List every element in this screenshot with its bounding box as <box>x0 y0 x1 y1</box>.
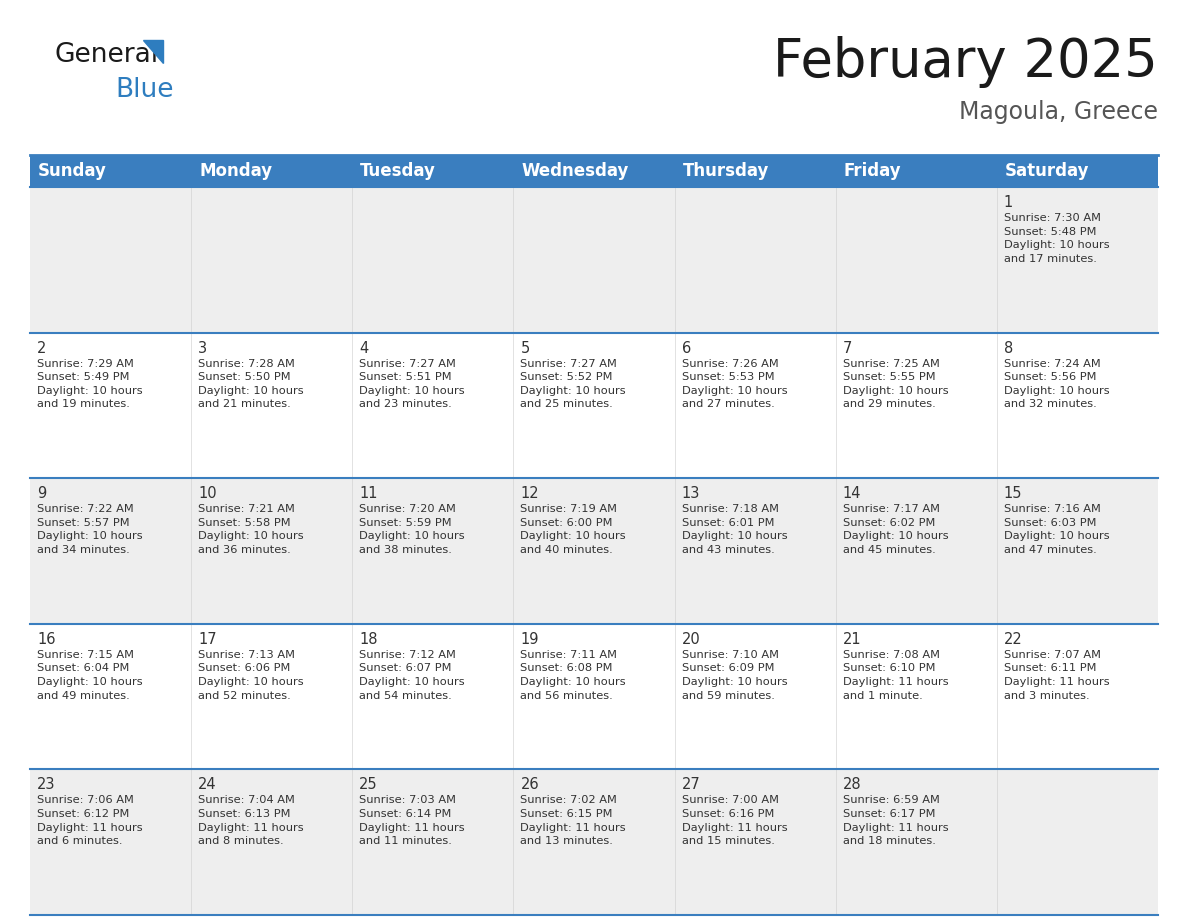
Text: Monday: Monday <box>200 162 272 180</box>
Text: 8: 8 <box>1004 341 1013 355</box>
Text: 4: 4 <box>359 341 368 355</box>
Text: Magoula, Greece: Magoula, Greece <box>959 100 1158 124</box>
Text: 10: 10 <box>198 487 216 501</box>
Text: Sunrise: 7:00 AM
Sunset: 6:16 PM
Daylight: 11 hours
and 15 minutes.: Sunrise: 7:00 AM Sunset: 6:16 PM Dayligh… <box>682 795 788 846</box>
Text: 24: 24 <box>198 778 216 792</box>
Text: Sunrise: 7:27 AM
Sunset: 5:52 PM
Daylight: 10 hours
and 25 minutes.: Sunrise: 7:27 AM Sunset: 5:52 PM Dayligh… <box>520 359 626 409</box>
Text: Sunrise: 7:04 AM
Sunset: 6:13 PM
Daylight: 11 hours
and 8 minutes.: Sunrise: 7:04 AM Sunset: 6:13 PM Dayligh… <box>198 795 304 846</box>
Text: Sunrise: 7:20 AM
Sunset: 5:59 PM
Daylight: 10 hours
and 38 minutes.: Sunrise: 7:20 AM Sunset: 5:59 PM Dayligh… <box>359 504 465 555</box>
Text: 26: 26 <box>520 778 539 792</box>
Text: Saturday: Saturday <box>1005 162 1089 180</box>
Text: Sunrise: 7:15 AM
Sunset: 6:04 PM
Daylight: 10 hours
and 49 minutes.: Sunrise: 7:15 AM Sunset: 6:04 PM Dayligh… <box>37 650 143 700</box>
Text: Sunrise: 7:18 AM
Sunset: 6:01 PM
Daylight: 10 hours
and 43 minutes.: Sunrise: 7:18 AM Sunset: 6:01 PM Dayligh… <box>682 504 788 555</box>
Text: Sunrise: 7:25 AM
Sunset: 5:55 PM
Daylight: 10 hours
and 29 minutes.: Sunrise: 7:25 AM Sunset: 5:55 PM Dayligh… <box>842 359 948 409</box>
Text: Sunrise: 7:10 AM
Sunset: 6:09 PM
Daylight: 10 hours
and 59 minutes.: Sunrise: 7:10 AM Sunset: 6:09 PM Dayligh… <box>682 650 788 700</box>
Text: 15: 15 <box>1004 487 1023 501</box>
Text: Sunrise: 7:02 AM
Sunset: 6:15 PM
Daylight: 11 hours
and 13 minutes.: Sunrise: 7:02 AM Sunset: 6:15 PM Dayligh… <box>520 795 626 846</box>
Polygon shape <box>143 40 163 63</box>
Text: General: General <box>55 42 159 68</box>
Text: 20: 20 <box>682 632 700 647</box>
Text: 14: 14 <box>842 487 861 501</box>
Text: 7: 7 <box>842 341 852 355</box>
Text: Sunrise: 7:16 AM
Sunset: 6:03 PM
Daylight: 10 hours
and 47 minutes.: Sunrise: 7:16 AM Sunset: 6:03 PM Dayligh… <box>1004 504 1110 555</box>
Text: 12: 12 <box>520 487 539 501</box>
Text: 25: 25 <box>359 778 378 792</box>
Text: 19: 19 <box>520 632 539 647</box>
Text: Sunday: Sunday <box>38 162 107 180</box>
Text: 3: 3 <box>198 341 207 355</box>
Text: Tuesday: Tuesday <box>360 162 436 180</box>
Text: 18: 18 <box>359 632 378 647</box>
Bar <box>30 624 1158 769</box>
Text: Sunrise: 7:22 AM
Sunset: 5:57 PM
Daylight: 10 hours
and 34 minutes.: Sunrise: 7:22 AM Sunset: 5:57 PM Dayligh… <box>37 504 143 555</box>
Text: 17: 17 <box>198 632 216 647</box>
Text: Sunrise: 7:07 AM
Sunset: 6:11 PM
Daylight: 11 hours
and 3 minutes.: Sunrise: 7:07 AM Sunset: 6:11 PM Dayligh… <box>1004 650 1110 700</box>
Bar <box>30 478 1158 624</box>
Text: 1: 1 <box>1004 195 1013 210</box>
Text: Sunrise: 7:13 AM
Sunset: 6:06 PM
Daylight: 10 hours
and 52 minutes.: Sunrise: 7:13 AM Sunset: 6:06 PM Dayligh… <box>198 650 304 700</box>
Text: Sunrise: 7:03 AM
Sunset: 6:14 PM
Daylight: 11 hours
and 11 minutes.: Sunrise: 7:03 AM Sunset: 6:14 PM Dayligh… <box>359 795 465 846</box>
Bar <box>30 332 1158 478</box>
Bar <box>30 155 1158 187</box>
Text: Wednesday: Wednesday <box>522 162 628 180</box>
Text: 9: 9 <box>37 487 46 501</box>
Text: Sunrise: 7:29 AM
Sunset: 5:49 PM
Daylight: 10 hours
and 19 minutes.: Sunrise: 7:29 AM Sunset: 5:49 PM Dayligh… <box>37 359 143 409</box>
Text: 16: 16 <box>37 632 56 647</box>
Text: Sunrise: 7:11 AM
Sunset: 6:08 PM
Daylight: 10 hours
and 56 minutes.: Sunrise: 7:11 AM Sunset: 6:08 PM Dayligh… <box>520 650 626 700</box>
Text: 23: 23 <box>37 778 56 792</box>
Text: 21: 21 <box>842 632 861 647</box>
Text: Sunrise: 7:19 AM
Sunset: 6:00 PM
Daylight: 10 hours
and 40 minutes.: Sunrise: 7:19 AM Sunset: 6:00 PM Dayligh… <box>520 504 626 555</box>
Text: 11: 11 <box>359 487 378 501</box>
Text: Sunrise: 7:24 AM
Sunset: 5:56 PM
Daylight: 10 hours
and 32 minutes.: Sunrise: 7:24 AM Sunset: 5:56 PM Dayligh… <box>1004 359 1110 409</box>
Bar <box>30 769 1158 915</box>
Text: Sunrise: 6:59 AM
Sunset: 6:17 PM
Daylight: 11 hours
and 18 minutes.: Sunrise: 6:59 AM Sunset: 6:17 PM Dayligh… <box>842 795 948 846</box>
Text: Sunrise: 7:30 AM
Sunset: 5:48 PM
Daylight: 10 hours
and 17 minutes.: Sunrise: 7:30 AM Sunset: 5:48 PM Dayligh… <box>1004 213 1110 263</box>
Text: 2: 2 <box>37 341 46 355</box>
Text: Friday: Friday <box>843 162 902 180</box>
Text: February 2025: February 2025 <box>773 36 1158 88</box>
Text: 22: 22 <box>1004 632 1023 647</box>
Text: Sunrise: 7:12 AM
Sunset: 6:07 PM
Daylight: 10 hours
and 54 minutes.: Sunrise: 7:12 AM Sunset: 6:07 PM Dayligh… <box>359 650 465 700</box>
Text: Sunrise: 7:27 AM
Sunset: 5:51 PM
Daylight: 10 hours
and 23 minutes.: Sunrise: 7:27 AM Sunset: 5:51 PM Dayligh… <box>359 359 465 409</box>
Text: Sunrise: 7:21 AM
Sunset: 5:58 PM
Daylight: 10 hours
and 36 minutes.: Sunrise: 7:21 AM Sunset: 5:58 PM Dayligh… <box>198 504 304 555</box>
Text: 28: 28 <box>842 778 861 792</box>
Text: Sunrise: 7:08 AM
Sunset: 6:10 PM
Daylight: 11 hours
and 1 minute.: Sunrise: 7:08 AM Sunset: 6:10 PM Dayligh… <box>842 650 948 700</box>
Bar <box>30 187 1158 332</box>
Text: Blue: Blue <box>115 77 173 103</box>
Text: 6: 6 <box>682 341 690 355</box>
Text: Sunrise: 7:17 AM
Sunset: 6:02 PM
Daylight: 10 hours
and 45 minutes.: Sunrise: 7:17 AM Sunset: 6:02 PM Dayligh… <box>842 504 948 555</box>
Text: Sunrise: 7:26 AM
Sunset: 5:53 PM
Daylight: 10 hours
and 27 minutes.: Sunrise: 7:26 AM Sunset: 5:53 PM Dayligh… <box>682 359 788 409</box>
Text: Sunrise: 7:06 AM
Sunset: 6:12 PM
Daylight: 11 hours
and 6 minutes.: Sunrise: 7:06 AM Sunset: 6:12 PM Dayligh… <box>37 795 143 846</box>
Text: Sunrise: 7:28 AM
Sunset: 5:50 PM
Daylight: 10 hours
and 21 minutes.: Sunrise: 7:28 AM Sunset: 5:50 PM Dayligh… <box>198 359 304 409</box>
Text: Thursday: Thursday <box>683 162 769 180</box>
Text: 13: 13 <box>682 487 700 501</box>
Text: 27: 27 <box>682 778 700 792</box>
Text: 5: 5 <box>520 341 530 355</box>
